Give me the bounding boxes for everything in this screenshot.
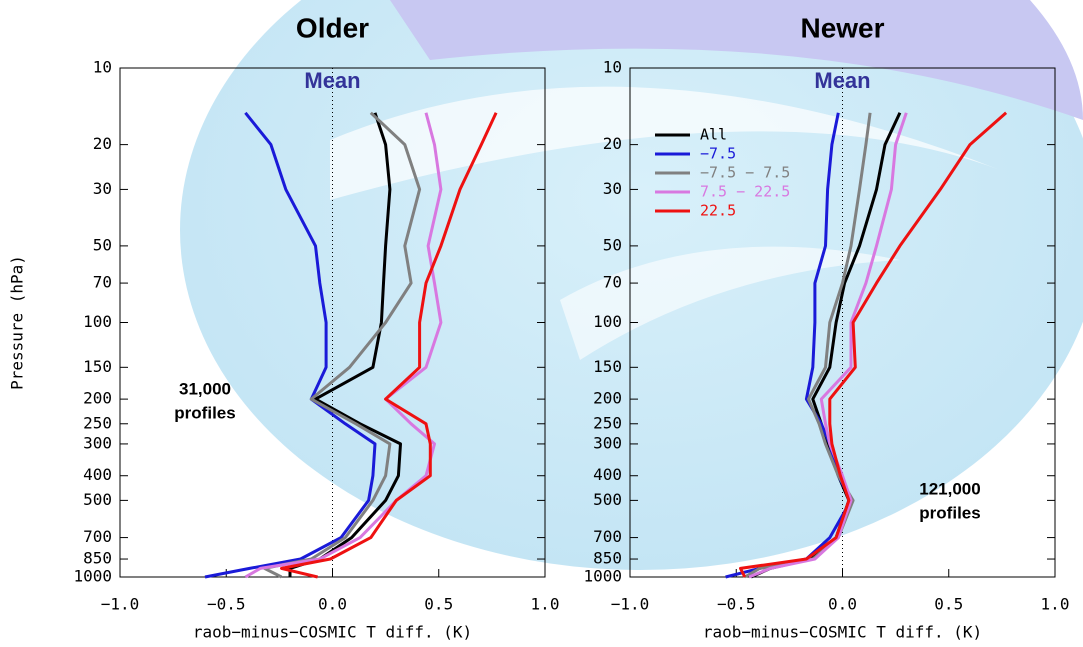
series-line [280, 112, 498, 579]
y-tick-label: 850 [83, 549, 112, 568]
legend-label: All [700, 126, 727, 144]
y-tick-label: 100 [593, 312, 622, 331]
note: 31,000 [179, 379, 231, 398]
y-tick-label: 850 [593, 549, 622, 568]
y-tick-label: 300 [593, 433, 622, 452]
y-tick-label: 1000 [73, 567, 112, 586]
background-logo [180, 0, 1083, 570]
legend-label: −7.5 [700, 145, 736, 163]
y-tick-label: 10 [93, 58, 112, 77]
y-tick-label: 150 [83, 357, 112, 376]
series-line [244, 112, 443, 579]
y-tick-label: 10 [603, 58, 622, 77]
y-tick-label: 50 [603, 235, 622, 254]
y-tick-label: 70 [93, 273, 112, 292]
y-tick-label: 500 [83, 490, 112, 509]
y-tick-label: 100 [83, 312, 112, 331]
series-line [204, 111, 377, 579]
x-tick-label: 0.0 [318, 595, 347, 614]
y-tick-label: 400 [593, 465, 622, 484]
y-tick-label: 700 [593, 527, 622, 546]
legend-label: 7.5 − 22.5 [700, 183, 790, 201]
y-tick-label: 250 [83, 413, 112, 432]
y-tick-label: 500 [593, 490, 622, 509]
y-tick-label: 1000 [583, 567, 622, 586]
x-axis-label: raob−minus−COSMIC T diff. (K) [193, 623, 472, 642]
series-line [263, 111, 422, 579]
y-tick-label: 200 [593, 389, 622, 408]
annotation: Mean [814, 68, 870, 93]
note: profiles [919, 503, 980, 522]
series-line [748, 112, 908, 579]
annotation: Mean [304, 68, 360, 93]
chart-title: Older [296, 12, 369, 43]
y-axis-label: Pressure (hPa) [8, 255, 27, 390]
chart-title: Newer [800, 12, 884, 43]
y-tick-label: 20 [93, 134, 112, 153]
y-tick-label: 20 [603, 134, 622, 153]
y-tick-label: 400 [83, 465, 112, 484]
x-tick-label: −1.0 [611, 595, 650, 614]
y-tick-label: 250 [593, 413, 622, 432]
x-tick-label: 1.0 [1041, 595, 1070, 614]
y-tick-label: 30 [93, 179, 112, 198]
x-tick-label: 0.0 [828, 595, 857, 614]
x-axis-label: raob−minus−COSMIC T diff. (K) [703, 623, 982, 642]
y-tick-label: 200 [83, 389, 112, 408]
y-tick-label: 70 [603, 273, 622, 292]
y-tick-label: 300 [83, 433, 112, 452]
x-tick-label: 0.5 [424, 595, 453, 614]
legend-label: −7.5 − 7.5 [700, 164, 790, 182]
note: 121,000 [919, 479, 980, 498]
legend-label: 22.5 [700, 202, 736, 220]
x-tick-label: −0.5 [207, 595, 246, 614]
x-tick-label: 0.5 [934, 595, 963, 614]
y-tick-label: 50 [93, 235, 112, 254]
series-line [739, 111, 1008, 578]
x-tick-label: −1.0 [101, 595, 140, 614]
y-tick-label: 700 [83, 527, 112, 546]
y-tick-label: 30 [603, 179, 622, 198]
series-line [288, 112, 402, 577]
x-tick-label: 1.0 [531, 595, 560, 614]
x-tick-label: −0.5 [717, 595, 756, 614]
note: profiles [174, 403, 235, 422]
y-tick-label: 150 [593, 357, 622, 376]
